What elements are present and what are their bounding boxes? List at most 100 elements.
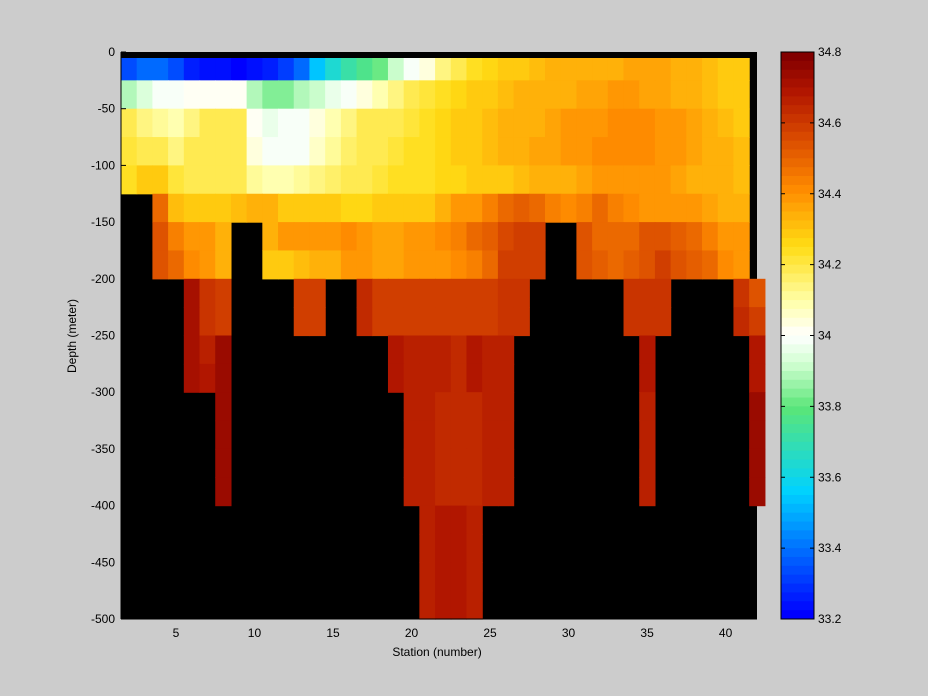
heatmap-cell — [403, 307, 420, 337]
heatmap-cell — [497, 477, 515, 507]
heatmap-cell — [403, 137, 420, 166]
heatmap-cell — [183, 250, 201, 280]
heatmap-cell — [717, 137, 735, 166]
heatmap-cell — [387, 108, 405, 138]
heatmap-cell — [576, 52, 593, 81]
heatmap-cell — [309, 250, 326, 280]
colorbar-step — [781, 556, 814, 567]
heatmap-cell — [340, 52, 358, 81]
colorbar-gradient — [781, 52, 814, 620]
heatmap-cell — [529, 80, 546, 110]
heatmap-cell — [482, 165, 499, 195]
heatmap-cell — [372, 137, 389, 166]
heatmap-cell — [560, 137, 577, 166]
heatmap-cell — [702, 80, 719, 110]
heatmap-cell — [325, 165, 342, 195]
y-axis: 0 -50 -100 -150 -200 -250 -300 -350 -400 -450 -500 — [91, 45, 126, 626]
heatmap-cell — [435, 52, 452, 81]
heatmap-cell — [482, 278, 499, 308]
colorbar-step — [781, 548, 814, 558]
heatmap-cell — [497, 108, 515, 138]
heatmap-cell — [215, 278, 232, 308]
heatmap-cell — [435, 278, 452, 308]
heatmap-cell — [136, 108, 153, 138]
colorbar-tick-label: 33.2 — [818, 612, 842, 626]
heatmap-cell — [215, 193, 232, 223]
heatmap-cell — [199, 108, 216, 138]
heatmap-cell — [639, 250, 656, 280]
heatmap-cell — [482, 80, 499, 110]
colorbar-step — [781, 238, 814, 248]
heatmap-cell — [733, 278, 750, 308]
heatmap-cell — [403, 80, 420, 110]
heatmap-cell — [230, 193, 248, 223]
heatmap-cell — [435, 420, 452, 450]
heatmap-cell — [607, 52, 625, 81]
colorbar-step — [781, 282, 814, 292]
heatmap-cell — [654, 80, 672, 110]
heatmap-cell — [419, 222, 436, 252]
heatmap-cell — [325, 222, 342, 252]
heatmap-cell — [262, 250, 279, 280]
heatmap-cell — [403, 52, 420, 81]
heatmap-cell — [340, 193, 358, 223]
heatmap-cell — [639, 448, 656, 478]
colorbar-step — [781, 246, 814, 257]
heatmap-cell — [670, 193, 687, 223]
heatmap-cell — [403, 477, 420, 507]
heatmap-cell — [387, 80, 405, 110]
heatmap-cell — [403, 250, 420, 280]
heatmap-cell — [419, 193, 436, 223]
heatmap-cell — [466, 392, 483, 422]
heatmap-cell — [121, 137, 138, 166]
heatmap-cell — [403, 193, 420, 223]
colorbar-step — [781, 140, 814, 150]
colorbar-tick-label: 34.6 — [818, 116, 842, 130]
heatmap-cell — [387, 363, 405, 393]
heatmap-cell — [654, 165, 672, 195]
x-tick-label: 25 — [483, 626, 497, 640]
heatmap-cell — [607, 137, 625, 166]
heatmap-cell — [717, 52, 735, 81]
heatmap-cell — [136, 165, 153, 195]
colorbar-step — [781, 459, 814, 469]
heatmap-cell — [215, 307, 232, 337]
heatmap-cell — [403, 165, 420, 195]
heatmap-cell — [419, 52, 436, 81]
colorbar-step — [781, 300, 814, 310]
colorbar-step — [781, 388, 814, 399]
heatmap-cell — [309, 307, 326, 337]
colorbar-step — [781, 432, 814, 443]
heatmap-cell — [749, 307, 766, 337]
heatmap-cell — [639, 477, 656, 507]
colorbar-step — [781, 291, 814, 301]
colorbar-step — [781, 149, 814, 159]
heatmap-cell — [387, 335, 405, 365]
heatmap-cell — [623, 250, 640, 280]
heatmap-cell — [466, 278, 483, 308]
x-tick-label: 35 — [640, 626, 654, 640]
heatmap-cell — [639, 307, 656, 337]
heatmap-cell — [168, 80, 185, 110]
heatmap-cell — [482, 420, 499, 450]
heatmap-cell — [403, 392, 420, 422]
heatmap-cell — [230, 165, 248, 195]
heatmap-cell — [278, 52, 295, 81]
heatmap-cell — [466, 307, 483, 337]
heatmap-cell — [215, 420, 232, 450]
heatmap-cell — [482, 193, 499, 223]
heatmap-cell — [293, 307, 311, 337]
heatmap-cell — [670, 250, 687, 280]
heatmap-cell — [482, 448, 499, 478]
heatmap-cell — [262, 193, 279, 223]
colorbar-step — [781, 326, 814, 336]
heatmap-cell — [356, 193, 373, 223]
heatmap-cell — [513, 52, 530, 81]
heatmap-cell — [686, 52, 703, 81]
heatmap-cell — [356, 52, 373, 81]
colorbar-step — [781, 565, 814, 576]
heatmap-cell — [450, 448, 468, 478]
heatmap-cell — [387, 137, 405, 166]
colorbar-tick-label: 34.4 — [818, 187, 842, 201]
heatmap-cell — [623, 108, 640, 138]
